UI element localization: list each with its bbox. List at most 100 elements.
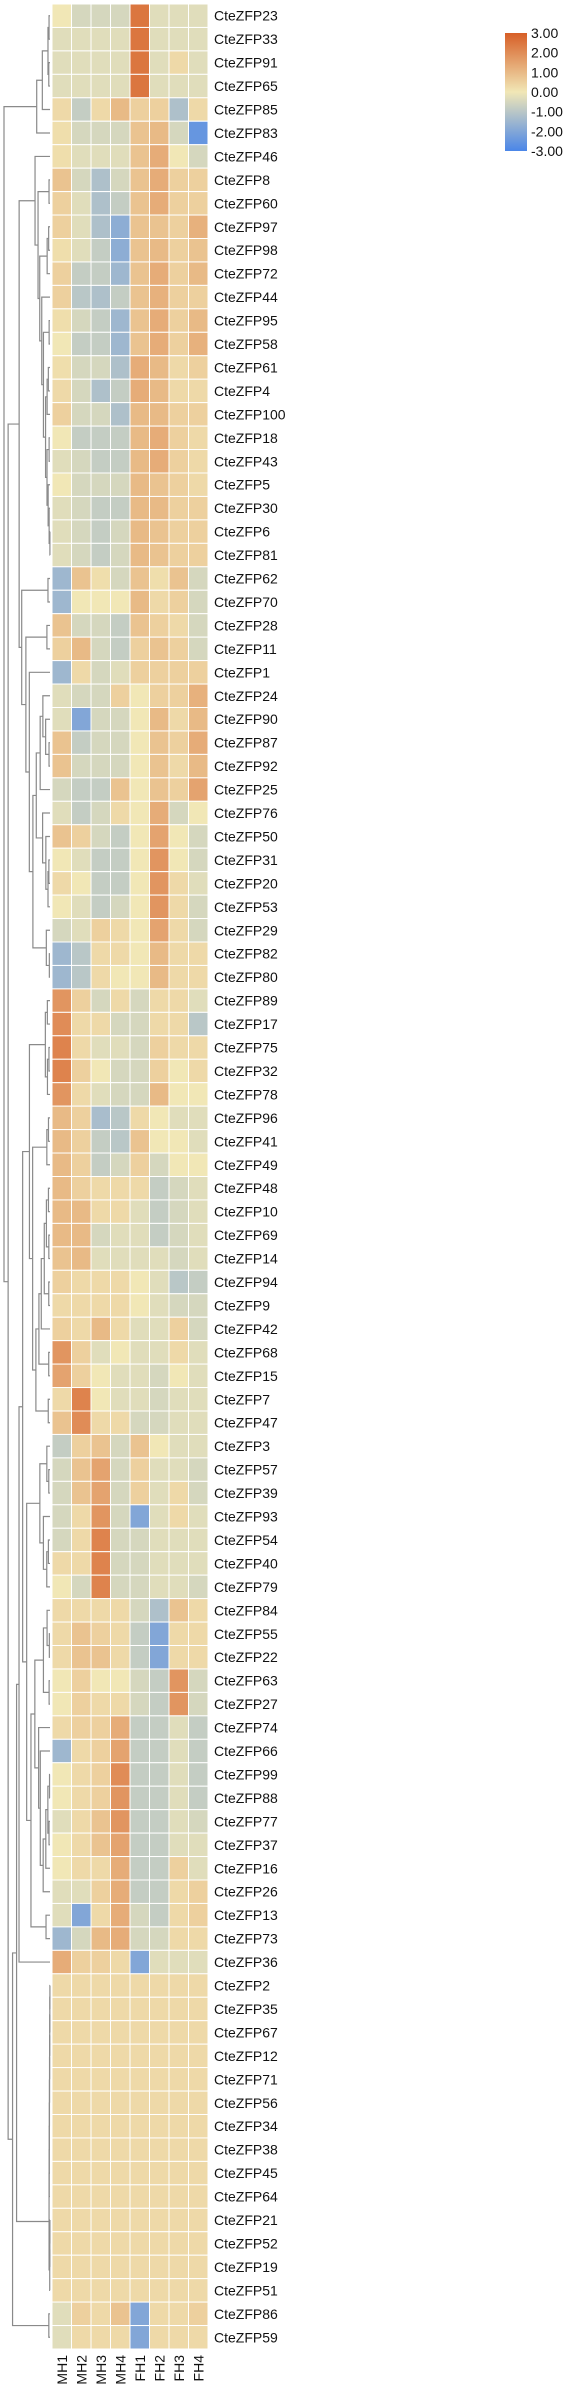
heatmap-cell [51, 824, 72, 849]
heatmap-cell [149, 2254, 170, 2280]
heatmap-cell [110, 1762, 131, 1787]
heatmap-cell [149, 964, 170, 990]
heatmap-cell [71, 2231, 92, 2256]
heatmap-cell [129, 1387, 150, 1412]
heatmap-cell [168, 1527, 189, 1553]
heatmap-cell [188, 2254, 209, 2280]
heatmap-cell [149, 308, 170, 333]
dendrogram-branch [18, 1406, 50, 1963]
heatmap-cell [110, 26, 131, 52]
heatmap-cell [188, 1480, 209, 1506]
heatmap-cell [90, 2184, 111, 2209]
heatmap-cell [168, 402, 189, 427]
heatmap-cell [110, 613, 131, 638]
heatmap-cell [149, 753, 170, 779]
row-label: CteZFP31 [214, 852, 278, 868]
heatmap-cell [149, 1011, 170, 1037]
heatmap-cell [110, 519, 131, 544]
heatmap-cell [188, 824, 209, 849]
heatmap-cell [168, 1480, 189, 1506]
heatmap-cell [188, 1504, 209, 1529]
row-label: CteZFP21 [214, 2212, 278, 2228]
heatmap-cell [110, 1879, 131, 1904]
dendrogram-branch [48, 226, 50, 251]
heatmap-cell [129, 730, 150, 755]
heatmap-cell [168, 1176, 189, 1201]
heatmap-cell [168, 73, 189, 99]
heatmap-cell [71, 894, 92, 920]
heatmap-cell [149, 1785, 170, 1811]
heatmap-cell [90, 683, 111, 708]
heatmap-cell [71, 1035, 92, 1060]
heatmap-cell [51, 1340, 72, 1365]
heatmap-cell [149, 97, 170, 122]
heatmap-cell [168, 1691, 189, 1717]
heatmap-cell [90, 2114, 111, 2139]
heatmap-cell [90, 660, 111, 685]
heatmap-cell [71, 542, 92, 568]
heatmap-cell [51, 2231, 72, 2256]
heatmap-cell [129, 73, 150, 99]
colorbar-tick-label: 3.00 [531, 25, 558, 41]
heatmap-cell [90, 894, 111, 920]
heatmap-cell [149, 918, 170, 943]
heatmap-cell [129, 988, 150, 1013]
heatmap-cell [71, 1269, 92, 1295]
heatmap-cell [129, 1480, 150, 1506]
heatmap-cell [90, 1058, 111, 1084]
heatmap-cell [110, 97, 131, 122]
heatmap-cell [90, 707, 111, 732]
heatmap-cell [168, 1316, 189, 1342]
dendrogram-branch [46, 237, 50, 275]
heatmap-cell [71, 50, 92, 75]
heatmap-cell [188, 97, 209, 122]
heatmap-cell [110, 308, 131, 333]
heatmap-cell [168, 1340, 189, 1365]
heatmap-cell [129, 1856, 150, 1881]
heatmap-cell [168, 964, 189, 990]
heatmap-cell [110, 472, 131, 497]
heatmap-cell [188, 144, 209, 169]
heatmap-cell [149, 847, 170, 873]
heatmap-cell [51, 1926, 72, 1951]
heatmap-cell [110, 2184, 131, 2209]
heatmap-cell [168, 2207, 189, 2233]
heatmap-cell [188, 1363, 209, 1389]
heatmap-cell [51, 542, 72, 568]
heatmap-cell [149, 26, 170, 52]
heatmap-cell [168, 1129, 189, 1154]
row-label: CteZFP100 [214, 406, 286, 422]
heatmap-cell [51, 1621, 72, 1647]
heatmap-cell [110, 2090, 131, 2116]
heatmap-cell [188, 519, 209, 544]
heatmap-cell [71, 1762, 92, 1787]
heatmap-cell [71, 1856, 92, 1881]
heatmap-cell [188, 261, 209, 286]
heatmap-cell [149, 2043, 170, 2069]
dendrogram-branch [15, 1683, 50, 2223]
heatmap-cell [90, 2278, 111, 2303]
row-label: CteZFP57 [214, 1462, 278, 1478]
heatmap-cell [110, 1856, 131, 1881]
heatmap-cell [51, 1527, 72, 1553]
heatmap-cell [110, 355, 131, 380]
row-label: CteZFP6 [214, 524, 270, 540]
heatmap-cell [168, 1504, 189, 1529]
heatmap-cell [51, 308, 72, 333]
heatmap-cell [110, 1715, 131, 1740]
heatmap-cell [90, 1645, 111, 1670]
heatmap-cell [129, 449, 150, 474]
heatmap-cell [149, 1152, 170, 1178]
heatmap-cell [149, 2301, 170, 2327]
heatmap-cell [110, 1645, 131, 1670]
dendrogram-branch [48, 62, 50, 87]
heatmap-cell [51, 918, 72, 943]
row-label: CteZFP4 [214, 383, 270, 399]
heatmap-cell [71, 636, 92, 662]
heatmap-cell [129, 355, 150, 380]
heatmap-cell [129, 824, 150, 849]
heatmap-cell [149, 1504, 170, 1529]
row-label: CteZFP95 [214, 313, 278, 329]
heatmap-cell [110, 2043, 131, 2069]
heatmap-cell [168, 238, 189, 263]
